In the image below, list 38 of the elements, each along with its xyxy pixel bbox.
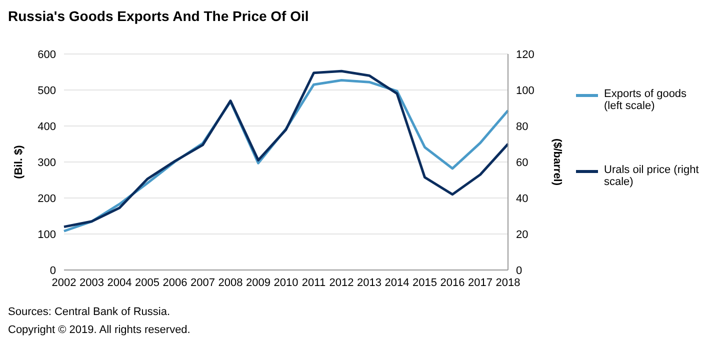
y-axis-title: (Bil. $) — [12, 144, 25, 179]
x-tick-label: 2006 — [162, 276, 188, 289]
x-tick-label: 2010 — [274, 276, 298, 289]
x-tick-label: 2012 — [329, 276, 354, 289]
y-tick-label: 0 — [50, 264, 56, 277]
x-tick-label: 2011 — [302, 276, 326, 289]
y2-tick-label: 100 — [516, 84, 534, 97]
x-tick-label: 2016 — [440, 276, 465, 289]
x-tick-label: 2013 — [357, 276, 382, 289]
y-tick-label: 100 — [38, 228, 56, 241]
x-tick-label: 2005 — [135, 276, 160, 289]
y2-tick-label: 80 — [516, 120, 528, 133]
source-note: Sources: Central Bank of Russia. — [8, 306, 172, 318]
x-tick-label: 2014 — [384, 276, 410, 289]
x-tick-label: 2007 — [190, 276, 215, 289]
x-tick-label: 2002 — [52, 276, 76, 289]
text: Copyright © 2019. All rights reserved. — [8, 324, 190, 336]
x-tick-label: 2018 — [496, 276, 520, 289]
legend-label: Urals oil price (right scale) — [604, 164, 699, 188]
legend-label: Exports of goods (left scale) — [604, 88, 688, 112]
y-tick-label: 300 — [38, 156, 56, 169]
x-tick-label: 2003 — [80, 276, 104, 289]
y2-tick-label: 60 — [516, 156, 528, 169]
x-tick-label: 2015 — [412, 276, 437, 289]
y2-tick-label: 120 — [516, 48, 534, 61]
y2-tick-label: 0 — [516, 264, 522, 277]
y2-tick-label: 40 — [516, 192, 528, 205]
chart-title: Russia's Goods Exports And The Price Of Oil — [8, 8, 309, 24]
x-tick-label: 2009 — [246, 276, 270, 289]
x-tick-label: 2004 — [107, 276, 132, 289]
y-tick-label: 200 — [38, 192, 56, 205]
y-tick-label: 500 — [38, 84, 56, 97]
y2-tick-label: 20 — [516, 228, 528, 241]
x-tick-label: 2008 — [218, 276, 243, 289]
y-tick-label: 600 — [38, 48, 56, 61]
y2-axis-title: ($/barrel) — [551, 138, 564, 186]
y-tick-label: 400 — [38, 120, 56, 133]
x-tick-label: 2017 — [468, 276, 492, 289]
